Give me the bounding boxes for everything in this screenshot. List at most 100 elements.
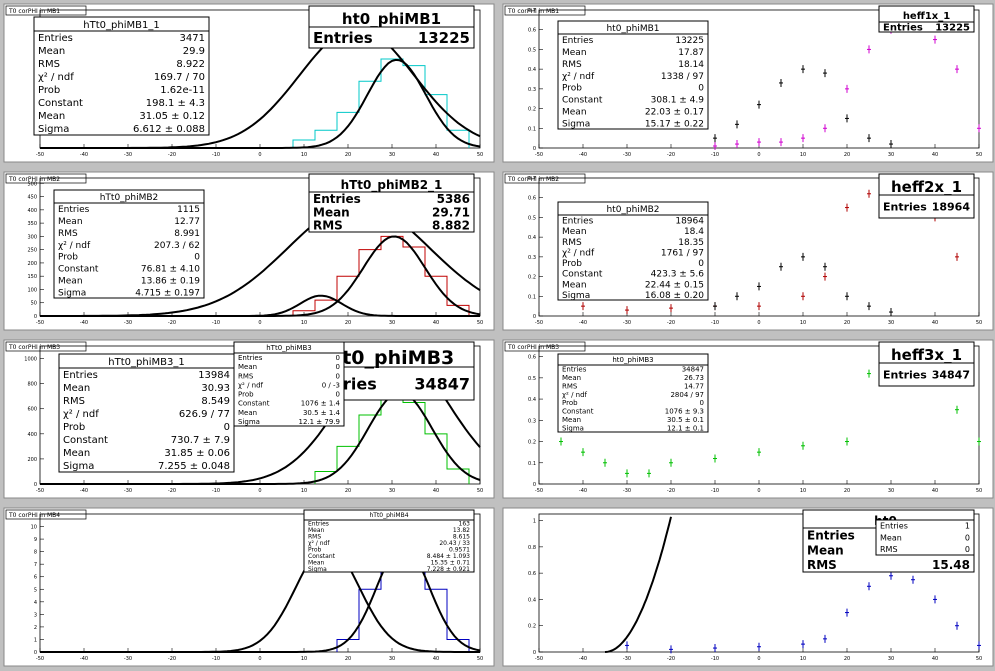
chart-area: -50 -40 -30 -20 -10 0 10 20 30 40 50 bbox=[36, 9, 483, 158]
y-tick-label: 50 bbox=[31, 301, 37, 307]
stat-row-label: Mean bbox=[562, 48, 587, 58]
x-tick-label: -50 bbox=[535, 320, 543, 326]
stat-row-value: 18.4 bbox=[684, 227, 704, 237]
y-tick-label: 3 bbox=[34, 612, 37, 618]
stat-row-label: Mean bbox=[313, 205, 350, 219]
stat-row-value: 0 bbox=[698, 84, 704, 94]
y-tick-label: 7 bbox=[34, 562, 37, 568]
y-tick-label: 300 bbox=[27, 234, 37, 240]
y-tick-label: 0.4 bbox=[528, 597, 536, 603]
pad-mb3-left: T0 corPHI in MB3 -50 -40 -30 -20 -10 0 10 20 30 40… bbox=[3, 339, 495, 499]
x-tick-label: 30 bbox=[888, 656, 894, 662]
x-tick-label: -30 bbox=[124, 656, 132, 662]
stat-box-title: hTt0_phiMB2_1 bbox=[341, 178, 443, 193]
x-tick-label: 50 bbox=[477, 656, 483, 662]
x-tick-label: 40 bbox=[433, 152, 439, 158]
stat-row-value: 0 / -3 bbox=[322, 381, 340, 389]
pad-title-box bbox=[504, 173, 586, 184]
stat-row-value: 12.1 ± 79.9 bbox=[299, 418, 341, 426]
x-tick-label: 40 bbox=[433, 320, 439, 326]
pad-title: T0 corPHI in MB1 bbox=[8, 8, 60, 15]
fit-curve bbox=[40, 544, 480, 653]
stat-box-large: heff3x_1 Entries 34847 bbox=[878, 341, 975, 387]
stat-row-value: 1115 bbox=[177, 205, 200, 215]
stat-row-value: 34847 bbox=[932, 368, 970, 381]
y-tick-label: 2 bbox=[34, 625, 37, 631]
stat-row-value: 13984 bbox=[198, 370, 230, 381]
stat-box-title: hTt0_phiMB4 bbox=[369, 512, 408, 519]
fit-curve bbox=[604, 516, 672, 653]
stat-row-label: Mean bbox=[238, 409, 257, 417]
y-tick-label: 0.4 bbox=[528, 235, 536, 241]
x-tick-label: 0 bbox=[757, 152, 760, 158]
stat-row-label: χ² / ndf bbox=[562, 248, 595, 258]
stat-box-title: ht0_phiMB3 bbox=[612, 356, 653, 364]
stat-row-value: 308.1 ± 4.9 bbox=[651, 96, 705, 106]
stat-row-value: 18.35 bbox=[678, 238, 704, 248]
stat-box: Entries 1 Mean 0 RMS 0 bbox=[875, 519, 975, 556]
stat-row-value: 12.77 bbox=[174, 217, 200, 227]
x-tick-label: -10 bbox=[711, 320, 719, 326]
stat-row-value: 0 bbox=[336, 363, 340, 371]
stat-row-label: RMS bbox=[880, 545, 898, 554]
pad-title: T0 corPHI in MB3 bbox=[8, 344, 60, 351]
stat-box-frame bbox=[878, 5, 975, 33]
x-tick-label: 40 bbox=[932, 488, 938, 494]
stat-box-frame bbox=[58, 353, 235, 473]
stat-row-value: 13.82 bbox=[453, 527, 470, 534]
pad-mb3-right: T0 corPHI in MB3 -50 -40 -30 -20 -10 0 10 20 30 40… bbox=[502, 339, 994, 499]
y-tick-label: 10 bbox=[31, 525, 37, 531]
stat-row-value: 2804 / 97 bbox=[670, 391, 704, 399]
y-tick-label: 1000 bbox=[24, 357, 37, 363]
stat-row-label: Entries bbox=[562, 366, 587, 374]
x-tick-label: 10 bbox=[301, 488, 307, 494]
stat-row-label: Constant bbox=[38, 98, 83, 109]
stat-row-value: 626.9 / 77 bbox=[179, 409, 230, 420]
stat-row-label: RMS bbox=[313, 219, 343, 233]
stat-row-value: 1076 ± 1.4 bbox=[301, 400, 341, 408]
x-tick-label: -20 bbox=[667, 488, 675, 494]
pad-mb1-right: T0 corPHI in MB1 -50 -40 -30 -20 -10 0 10 20 30 40… bbox=[502, 3, 994, 163]
x-tick-label: 40 bbox=[433, 656, 439, 662]
y-tick-label: 0.4 bbox=[528, 397, 536, 403]
stat-row-value: 0 bbox=[965, 533, 970, 542]
y-tick-label: 0.1 bbox=[528, 294, 536, 300]
stat-row-value: 0 bbox=[698, 259, 704, 269]
stat-row-label: Mean bbox=[562, 227, 587, 237]
x-tick-label: 30 bbox=[389, 152, 395, 158]
x-tick-label: 50 bbox=[976, 152, 982, 158]
x-tick-label: 10 bbox=[800, 488, 806, 494]
stat-row-value: 31.85 ± 0.06 bbox=[164, 448, 230, 459]
stat-row-value: 8.991 bbox=[174, 229, 200, 239]
x-tick-label: -40 bbox=[579, 488, 587, 494]
x-tick-label: -10 bbox=[212, 152, 220, 158]
stat-row-label: Mean bbox=[562, 416, 581, 424]
stat-row-value: 8.615 bbox=[453, 533, 470, 540]
stat-row-label: Prob bbox=[308, 546, 322, 553]
y-tick-label: 350 bbox=[27, 221, 37, 227]
stat-row-value: 730.7 ± 7.9 bbox=[171, 435, 230, 446]
x-tick-label: 10 bbox=[301, 656, 307, 662]
stat-box-frame bbox=[878, 173, 975, 219]
y-tick-label: 400 bbox=[27, 208, 37, 214]
pad-title-box bbox=[504, 5, 586, 16]
x-tick-label: -30 bbox=[623, 488, 631, 494]
x-tick-label: 30 bbox=[389, 320, 395, 326]
stat-row-value: 31.05 ± 0.12 bbox=[139, 111, 205, 122]
pad-mb2-left: T0 corPHI in MB2 -50 -40 -30 -20 -10 0 10 20 30 40… bbox=[3, 171, 495, 331]
stat-row-label: RMS bbox=[238, 372, 254, 380]
stat-box-frame bbox=[33, 16, 210, 136]
stat-row-value: 5386 bbox=[437, 192, 470, 206]
x-tick-label: 0 bbox=[757, 320, 760, 326]
y-tick-label: 0.2 bbox=[528, 624, 536, 630]
stat-row-label: Mean bbox=[308, 527, 325, 534]
x-tick-label: -30 bbox=[623, 320, 631, 326]
pad-title-box bbox=[5, 341, 87, 352]
x-tick-label: 50 bbox=[976, 488, 982, 494]
y-tick-label: 0.1 bbox=[528, 126, 536, 132]
stat-row-label: RMS bbox=[308, 533, 321, 540]
pad-mb1-left: T0 corPHI in MB1 -50 -40 -30 -20 -10 0 10 20 30 40… bbox=[3, 3, 495, 163]
y-tick-label: 0 bbox=[533, 482, 536, 488]
